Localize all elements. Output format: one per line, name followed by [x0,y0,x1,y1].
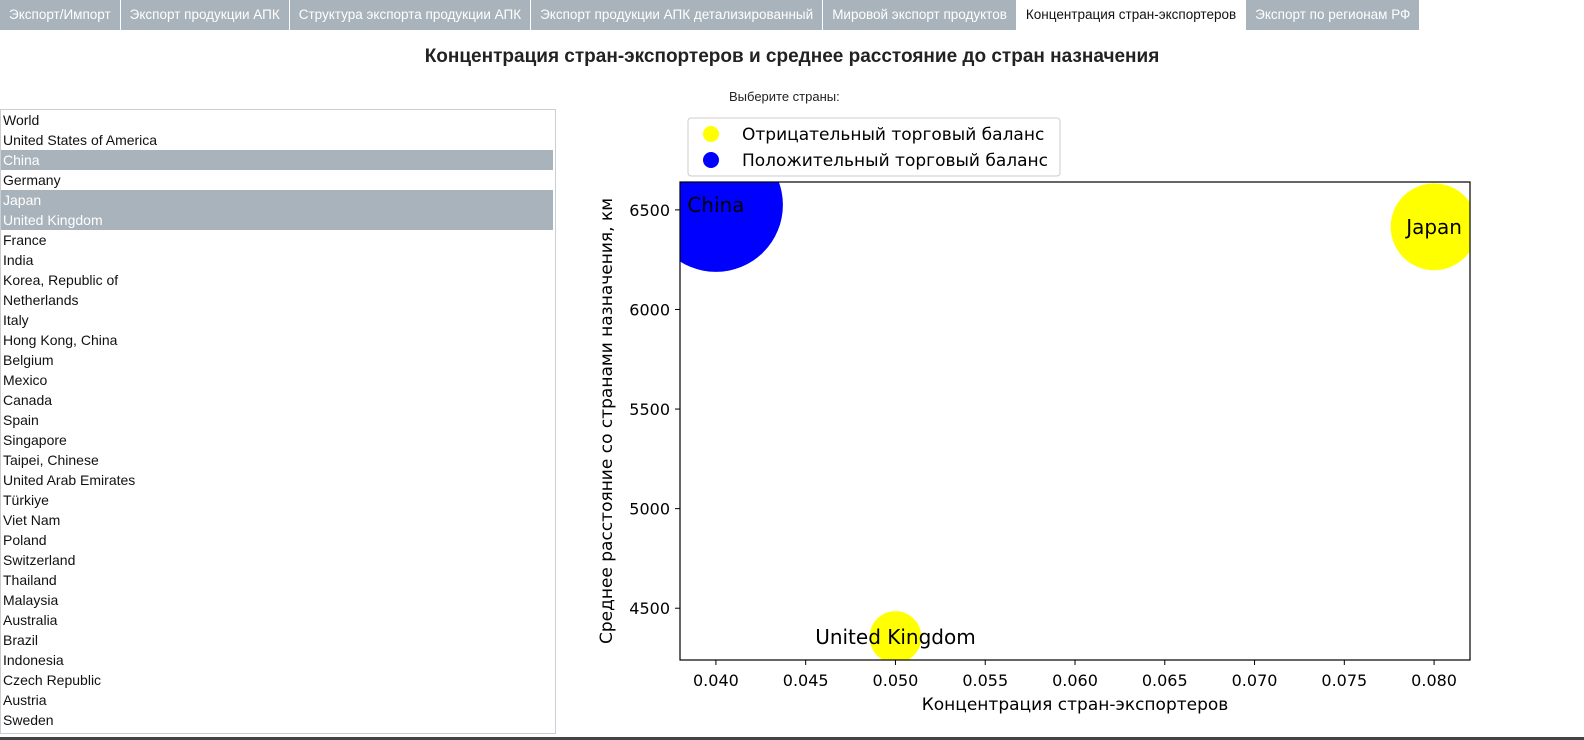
y-tick-label: 6500 [629,201,670,220]
list-item[interactable]: Netherlands [3,292,79,308]
legend-label: Отрицательный торговый баланс [742,125,1044,145]
data-point-china [680,182,783,272]
list-item[interactable]: Spain [3,412,39,428]
scatter-chart: China Japan United Kingdom 0.040 0.045 0.050 0… [597,117,1471,715]
tab-4[interactable]: Мировой экспорт продуктов [823,0,1016,30]
plot-frame [679,181,1471,661]
y-axis-label: Среднее расстояние со странами назначени… [597,198,617,644]
country-listbox[interactable]: World United States of America China German… [0,109,556,734]
y-tick-label: 5500 [629,400,670,419]
y-tick-label: 4500 [629,599,670,618]
list-item[interactable]: France [3,232,47,248]
tab-6[interactable]: Экспорт по регионам РФ [1246,0,1420,30]
list-item[interactable]: World [3,112,40,128]
list-item[interactable]: Malaysia [3,592,59,608]
x-tick-label: 0.075 [1321,671,1367,690]
legend-label: Положительный торговый баланс [742,151,1048,171]
list-item[interactable]: Singapore [3,432,67,448]
list-item[interactable]: China [1,150,553,170]
list-item[interactable]: Hong Kong, China [3,332,118,348]
list-item[interactable]: Germany [3,172,61,188]
x-axis-label: Концентрация стран-экспортеров [922,695,1229,715]
tab-3[interactable]: Экспорт продукции АПК детализированный [531,0,823,30]
tab-0[interactable]: Экспорт/Импорт [0,0,120,30]
list-item[interactable]: Taipei, Chinese [3,452,99,468]
plot-points [680,182,1470,660]
select-countries-label: Выберите страны: [729,89,840,104]
list-item[interactable]: Austria [3,692,47,708]
x-tick-label: 0.045 [783,671,829,690]
tab-5[interactable]: Концентрация стран-экспортеров [1016,0,1246,30]
y-tick-label: 6000 [629,300,670,319]
list-item[interactable]: Thailand [3,572,57,588]
page-title: Концентрация стран-экспортеров и среднее… [424,46,1160,67]
window-bottom-edge [0,737,1584,740]
data-label: Japan [1404,215,1462,239]
list-item[interactable]: Canada [3,392,53,408]
data-point-united-kingdom [869,611,922,660]
list-item[interactable]: Italy [3,312,29,328]
list-item[interactable]: Indonesia [3,652,64,668]
legend-marker [703,126,719,142]
list-item[interactable]: United Kingdom [1,210,553,230]
chart-legend: Отрицательный торговый баланс Положительн… [687,117,1061,177]
list-item[interactable]: India [3,252,34,268]
y-tick-label: 5000 [629,500,670,519]
list-item[interactable]: Japan [1,190,553,210]
x-tick-label: 0.055 [962,671,1008,690]
list-item[interactable]: Sweden [3,712,54,728]
list-item[interactable]: United Arab Emirates [3,472,136,488]
x-tick-label: 0.060 [1052,671,1098,690]
list-item[interactable]: Brazil [3,632,39,648]
x-tick-label: 0.080 [1411,671,1457,690]
legend-box [687,117,1061,177]
x-tick-label: 0.065 [1142,671,1188,690]
tab-bar: Экспорт/Импорт Экспорт продукции АПК Струк… [0,0,1584,30]
tab-2[interactable]: Структура экспорта продукции АПК [289,0,531,30]
legend-marker [703,152,719,168]
list-item[interactable]: Australia [3,612,58,628]
data-label: China [687,193,744,217]
list-item[interactable]: United States of America [3,132,158,148]
x-tick-label: 0.070 [1232,671,1278,690]
list-item[interactable]: Belgium [3,352,54,368]
x-tick-label: 0.040 [693,671,739,690]
x-tick-label: 0.050 [873,671,919,690]
tab-1[interactable]: Экспорт продукции АПК [120,0,289,30]
list-item[interactable]: Türkiye [3,492,49,508]
data-point-japan [1390,183,1470,271]
list-item[interactable]: Viet Nam [3,512,61,528]
list-item[interactable]: Korea, Republic of [3,272,119,288]
list-item[interactable]: Mexico [3,372,48,388]
list-item[interactable]: Poland [3,532,47,548]
list-item[interactable]: Switzerland [3,552,76,568]
data-label: United Kingdom [815,625,976,649]
list-item[interactable]: Czech Republic [3,672,102,688]
